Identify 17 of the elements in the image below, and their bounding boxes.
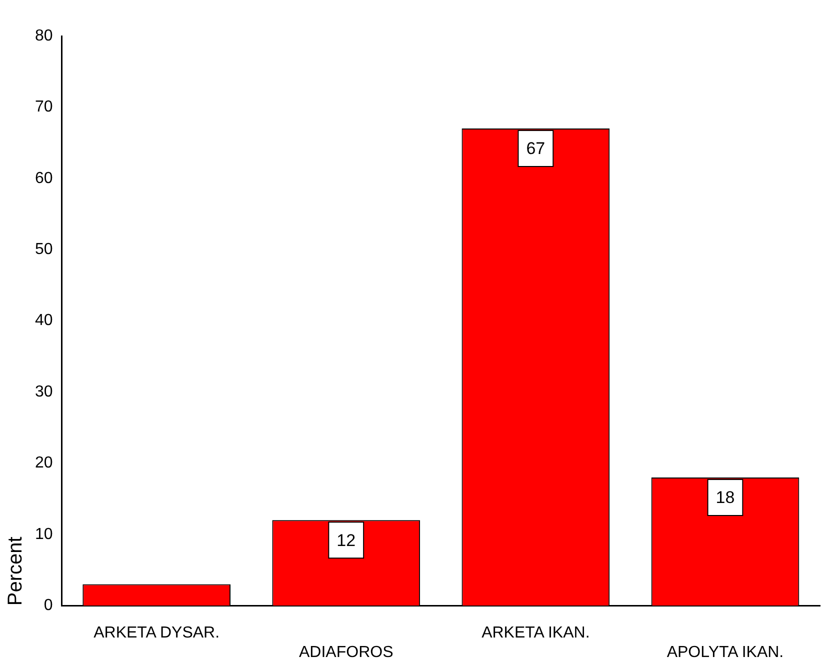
data-label: 67 bbox=[526, 139, 546, 158]
y-tick-label: 50 bbox=[35, 241, 53, 258]
y-tick-label: 80 bbox=[35, 27, 53, 44]
y-tick-label: 30 bbox=[35, 383, 53, 400]
x-tick-label: ADIAFOROS bbox=[299, 644, 394, 661]
y-tick-label: 70 bbox=[35, 98, 53, 116]
y-tick-label: 10 bbox=[35, 526, 53, 543]
data-label: 12 bbox=[336, 530, 356, 550]
x-tick-label: ARKETA IKAN. bbox=[482, 624, 590, 642]
x-tick-label: APOLYTA IKAN. bbox=[666, 644, 784, 661]
y-tick-label: 60 bbox=[35, 170, 53, 187]
data-label: 18 bbox=[716, 488, 735, 508]
y-tick-label: 40 bbox=[35, 312, 53, 330]
y-tick-label: 20 bbox=[35, 454, 53, 472]
y-tick-label: 0 bbox=[44, 597, 53, 614]
x-tick-label: ARKETA DYSAR. bbox=[94, 624, 220, 642]
y-axis-title: Percent bbox=[4, 536, 27, 606]
